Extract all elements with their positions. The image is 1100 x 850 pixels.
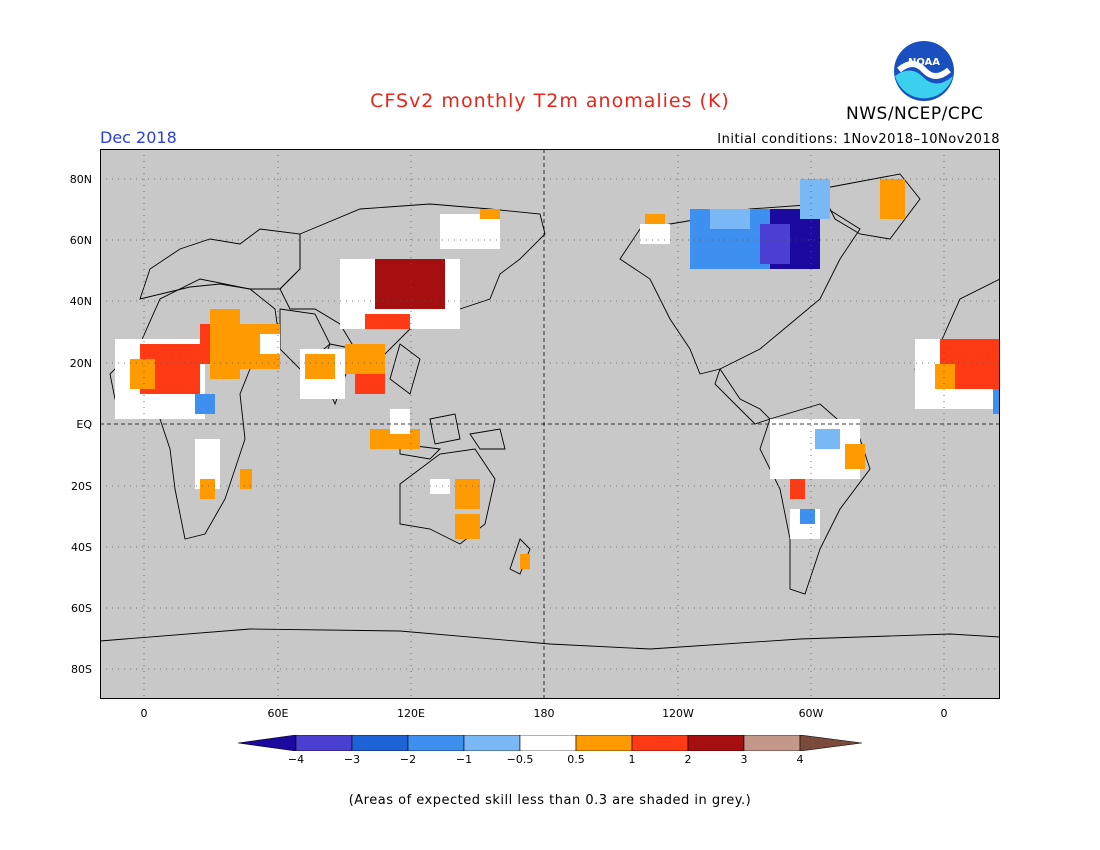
lon-label: 60W: [798, 707, 824, 720]
footnote: (Areas of expected skill less than 0.3 a…: [348, 793, 752, 808]
grid-lines: [100, 149, 1000, 699]
colorbar-box: [631, 735, 689, 751]
colorbar-label: 0.5: [567, 753, 585, 766]
anomaly-map: [100, 149, 1000, 699]
colorbar-label: −2: [399, 753, 417, 766]
lon-label: 60E: [267, 707, 289, 720]
lat-label: EQ: [76, 418, 92, 431]
lat-label: 60S: [71, 602, 92, 615]
colorbar-label: 1: [628, 753, 636, 766]
colorbar-label: 3: [740, 753, 748, 766]
colorbar-label: −3: [343, 753, 361, 766]
lat-label: 60N: [69, 234, 92, 247]
equator-dateline: [100, 149, 1000, 699]
colorbar-box: [743, 735, 801, 751]
lon-label: 0: [940, 707, 948, 720]
colorbar-box: [351, 735, 409, 751]
anomaly-patches: [115, 179, 1000, 569]
lat-label: 20N: [69, 357, 92, 370]
noaa-logo: NOAA: [894, 41, 954, 101]
lat-label: 80S: [71, 663, 92, 676]
colorbar-box: [575, 735, 633, 751]
lat-label: 40N: [69, 295, 92, 308]
colorbar-box: [519, 735, 577, 751]
logo-text: NOAA: [908, 57, 940, 68]
agency-label: NWS/NCEP/CPC: [846, 104, 984, 124]
colorbar: [238, 735, 862, 751]
colorbar-box: [687, 735, 745, 751]
lon-label: 0: [140, 707, 148, 720]
colorbar-box: [463, 735, 521, 751]
lon-label: 120E: [397, 707, 425, 720]
colorbar-label: 2: [684, 753, 692, 766]
lon-label: 180: [533, 707, 555, 720]
colorbar-label: −0.5: [506, 753, 534, 766]
colorbar-box: [407, 735, 465, 751]
lat-label: 40S: [71, 541, 92, 554]
colorbar-label: 4: [796, 753, 804, 766]
initial-conditions: Initial conditions: 1Nov2018–10Nov2018: [717, 132, 1000, 147]
lat-label: 20S: [71, 480, 92, 493]
page-title: CFSv2 monthly T2m anomalies (K): [370, 90, 730, 112]
colorbar-label: −1: [455, 753, 473, 766]
colorbar-cap-right: [799, 735, 862, 751]
lon-label: 120W: [662, 707, 694, 720]
lat-label: 80N: [69, 173, 92, 186]
month-label: Dec 2018: [100, 128, 177, 147]
colorbar-label: −4: [287, 753, 305, 766]
colorbar-box: [295, 735, 353, 751]
colorbar-cap-left: [238, 735, 297, 751]
